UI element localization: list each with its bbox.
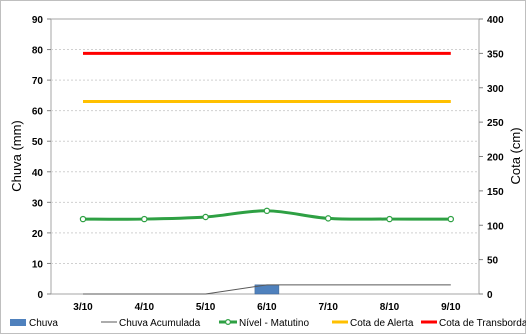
point-nivel [263, 207, 271, 215]
y-left-tick-label: 50 [32, 137, 44, 148]
y-right-tick-label: 400 [487, 15, 504, 26]
legend: Chuva Chuva Acumulada Nível - Matutino Cota… [10, 318, 526, 329]
y-right-tick-label: 50 [487, 256, 499, 267]
legend-label: Cota de Alerta [350, 318, 414, 329]
y-right-tick-label: 300 [487, 84, 504, 95]
point-nivel [141, 215, 148, 223]
legend-swatch-marker [225, 319, 232, 326]
y-right-tick-label: 0 [487, 290, 493, 301]
y-left-tick-label: 90 [32, 15, 44, 26]
point-nivel [202, 213, 209, 221]
series-line-chuva-acumulada [83, 284, 451, 295]
y-axis-left-title: Chuva (mm) [9, 120, 24, 192]
x-tick-label: 5/10 [196, 302, 216, 313]
y-left-tick-label: 30 [32, 198, 44, 209]
x-tick-label: 8/10 [380, 302, 400, 313]
y-right-tick-label: 150 [487, 187, 504, 198]
legend-label: Chuva [29, 318, 58, 329]
grid-layer [50, 18, 480, 295]
y-right-tick-label: 100 [487, 221, 504, 232]
plot-area [50, 18, 480, 295]
line-layer [79, 51, 454, 295]
y-left-tick-label: 70 [32, 76, 44, 87]
y-left-tick-label: 60 [32, 107, 44, 118]
point-nivel [447, 215, 454, 223]
x-tick-label: 6/10 [257, 302, 277, 313]
point-nivel [386, 215, 393, 223]
point-nivel [325, 215, 332, 222]
legend-label: Chuva Acumulada [119, 318, 201, 329]
x-tick-label: 9/10 [441, 302, 461, 313]
x-tick-label: 3/10 [73, 302, 93, 313]
y-left-tick-label: 10 [32, 259, 44, 270]
y-right-tick-label: 350 [487, 49, 504, 60]
y-left-tick-label: 40 [32, 168, 44, 179]
legend-label: Cota de Transbordamento [439, 318, 526, 329]
y-left-tick-label: 20 [32, 229, 44, 240]
y-left-tick-label: 0 [37, 290, 43, 301]
axis-layer: 0 10 20 30 40 50 60 70 80 90 0 50 100 150 200 250 300 350… [32, 15, 504, 313]
y-axis-right-title: Cota (cm) [508, 127, 523, 184]
point-nivel [79, 215, 87, 223]
y-right-tick-label: 200 [487, 153, 504, 164]
legend-swatch-chuva [10, 319, 26, 326]
y-right-tick-label: 250 [487, 118, 504, 129]
x-tick-label: 4/10 [135, 302, 155, 313]
legend-label: Nível - Matutino [239, 318, 309, 329]
y-left-tick-label: 80 [32, 46, 44, 57]
x-tick-label: 7/10 [318, 302, 338, 313]
